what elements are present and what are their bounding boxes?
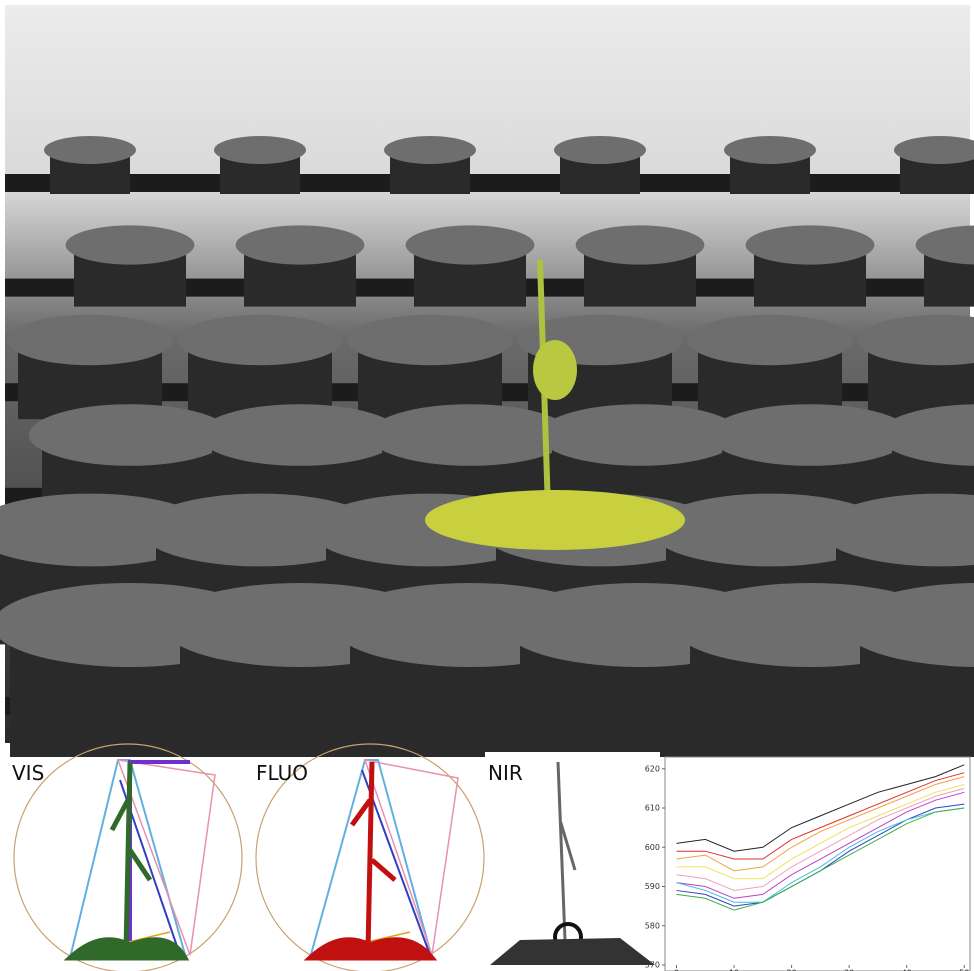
panel-label: FLUO [256,761,308,785]
y-tick-label: 580 [645,921,660,930]
panel-label: VIS [12,761,44,785]
rosette [214,136,306,164]
y-tick-label: 620 [645,764,660,773]
series-line [677,777,965,871]
rosette [177,315,343,365]
rosette [384,136,476,164]
y-tick-label: 600 [645,843,660,852]
rosette [746,225,875,264]
line-chart: 57058059060061062001020304050 [645,757,970,971]
rosette [66,225,195,264]
nir-panel: NIR [485,752,660,971]
leaf [533,340,577,400]
rosette [236,225,365,264]
rosette [554,136,646,164]
y-tick-label: 570 [645,961,660,970]
rosette [687,315,853,365]
rosette [576,225,705,264]
fluo-panel: FLUO [256,744,484,971]
series-line [677,788,965,890]
greenhouse-photo [0,5,974,757]
y-tick-label: 610 [645,804,660,813]
rosette [44,136,136,164]
rosette [724,136,816,164]
vis-panel: VIS [12,744,242,971]
figure: VIS FLUO NIR 570580590600610620010203040… [0,0,974,971]
panel-label: NIR [488,761,523,785]
series-line [677,765,965,851]
rosette [347,315,513,365]
y-tick-label: 590 [645,882,660,891]
rosette [7,315,173,365]
rosette [406,225,535,264]
tray [5,174,970,192]
highlighted-plant [425,490,685,550]
